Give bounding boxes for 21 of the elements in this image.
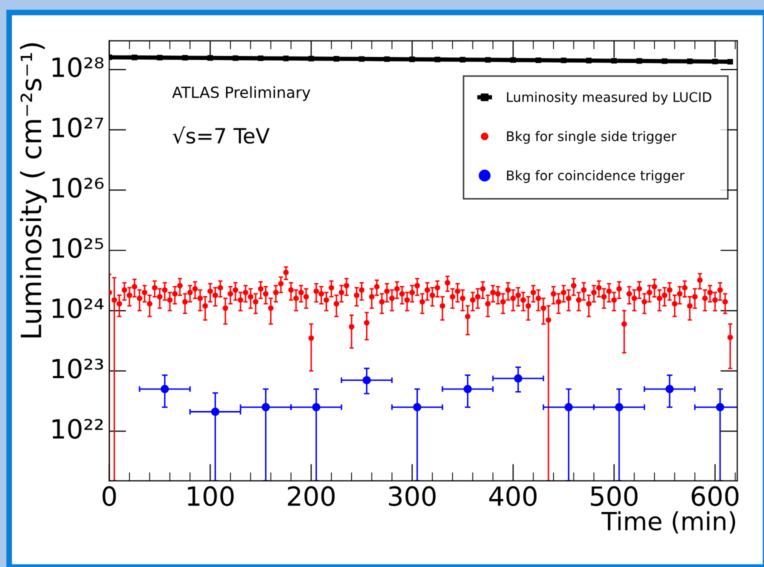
y-tick-label: 10²⁸ — [52, 57, 104, 78]
y-tick-label: 10²³ — [52, 358, 104, 379]
x-tick-label: 400 — [489, 486, 537, 506]
y-tick-label: 10²⁷ — [52, 118, 104, 138]
y-tick-label: 10²² — [52, 418, 103, 439]
y-tick-label: 10²⁵ — [52, 238, 104, 258]
x-tick-label: 200 — [288, 486, 335, 506]
legend-label: Bkg for single side trigger — [507, 131, 676, 144]
x-tick-label: 300 — [388, 486, 436, 506]
legend-label: Bkg for coincidence trigger — [507, 170, 685, 183]
x-tick-label: 600 — [692, 486, 738, 506]
legend-label: Luminosity measured by LUCID — [507, 92, 712, 105]
annotation: √s=7 TeV — [172, 126, 270, 144]
annotation: ATLAS Preliminary — [172, 86, 310, 102]
x-axis-title: Time (min) — [601, 511, 736, 534]
y-axis-title: Luminosity ( cm⁻²s⁻¹) — [20, 43, 47, 338]
x-tick-label: 0 — [102, 486, 116, 506]
x-tick-label: 500 — [590, 486, 638, 506]
y-tick-label: 10²⁴ — [52, 298, 104, 318]
x-tick-label: 100 — [188, 486, 234, 506]
y-tick-label: 10²⁶ — [52, 178, 104, 198]
